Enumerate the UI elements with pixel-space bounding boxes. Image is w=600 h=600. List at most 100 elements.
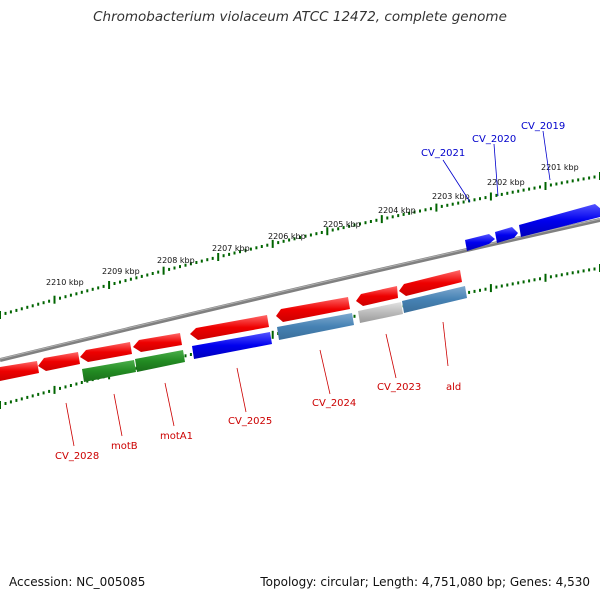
major-tick	[0, 311, 1, 319]
minor-tick	[359, 222, 361, 226]
gene-cv2023-arrow[interactable]	[356, 286, 398, 306]
minor-tick	[255, 246, 258, 250]
gene-label-cv2025[interactable]: CV_2025	[228, 416, 272, 427]
gene-motB-green[interactable]	[82, 360, 136, 382]
minor-tick	[402, 212, 405, 216]
gene-cv2019-arrow[interactable]	[519, 204, 600, 237]
minor-tick	[353, 314, 356, 318]
minor-tick	[309, 233, 312, 237]
minor-tick	[75, 292, 78, 296]
minor-tick	[244, 248, 247, 252]
minor-tick	[15, 398, 18, 402]
minor-tick	[549, 183, 552, 187]
scale-label-2204: 2204 kbp	[378, 206, 416, 215]
gene-label-motB[interactable]: motB	[111, 441, 138, 452]
minor-tick	[364, 221, 367, 225]
gene-label-cv2020[interactable]: CV_2020	[472, 134, 516, 145]
leader-cv2019	[542, 130, 551, 181]
scale-label-2205: 2205 kbp	[323, 220, 361, 229]
minor-tick	[31, 394, 34, 398]
minor-tick	[206, 258, 209, 262]
minor-tick	[560, 181, 563, 185]
minor-tick	[37, 302, 40, 306]
minor-tick	[124, 279, 127, 283]
gene-motA1-green[interactable]	[135, 350, 185, 372]
minor-tick	[495, 285, 498, 289]
minor-tick	[582, 177, 585, 181]
major-tick	[544, 273, 547, 282]
minor-tick	[320, 231, 323, 234]
minor-tick	[315, 232, 318, 236]
minor-tick	[222, 254, 225, 258]
minor-tick	[495, 193, 498, 197]
gene-label-cv2023[interactable]: CV_2023	[377, 382, 421, 393]
minor-tick	[484, 287, 487, 291]
minor-tick	[375, 218, 378, 222]
minor-tick	[528, 279, 531, 283]
minor-tick	[566, 180, 569, 184]
leader-cv2023	[385, 333, 397, 379]
minor-tick	[555, 274, 558, 278]
minor-tick	[522, 280, 525, 284]
gene-ald-steel[interactable]	[402, 286, 467, 313]
minor-tick	[457, 201, 460, 205]
gene-cv2028-red-arrow-b[interactable]	[0, 361, 39, 381]
gene-cv2021-arrow[interactable]	[465, 234, 495, 251]
gene-cv2025-red-arrow[interactable]	[190, 315, 269, 340]
minor-tick	[353, 223, 356, 227]
leader-cv2028	[65, 402, 75, 447]
minor-tick	[511, 190, 514, 194]
genome-backbone	[0, 218, 600, 362]
gene-cv2025-blue[interactable]	[192, 332, 272, 359]
gene-cv2020-arrow[interactable]	[495, 227, 518, 243]
gene-cv2024-arrow[interactable]	[276, 297, 350, 322]
minor-tick	[473, 198, 476, 202]
minor-tick	[293, 237, 296, 241]
minor-tick	[211, 256, 214, 260]
scale-label-2201: 2201 kbp	[541, 163, 579, 172]
gene-cv2024-steel[interactable]	[277, 313, 354, 340]
gene-label-motA1[interactable]: motA1	[160, 431, 193, 442]
leader-motA1	[164, 382, 175, 427]
minor-tick	[20, 397, 23, 401]
minor-tick	[473, 289, 476, 293]
major-tick	[271, 330, 274, 339]
minor-tick	[4, 311, 7, 315]
minor-tick	[86, 289, 89, 293]
minor-tick	[48, 299, 51, 303]
minor-tick	[348, 224, 351, 228]
leader-ald	[442, 321, 449, 367]
gene-motB-red-arrow[interactable]	[80, 342, 132, 362]
leader-motB	[113, 393, 123, 437]
gene-label-cv2019[interactable]: CV_2019	[521, 121, 565, 132]
minor-tick	[42, 301, 45, 305]
minor-tick	[64, 295, 67, 299]
gene-label-cv2028[interactable]: CV_2028	[55, 451, 99, 462]
gene-ald-arrow[interactable]	[399, 270, 462, 296]
gene-label-ald[interactable]: ald	[446, 382, 461, 393]
minor-tick	[549, 275, 552, 279]
minor-tick	[517, 189, 520, 193]
gene-cv2028-red-arrow-a[interactable]	[38, 352, 80, 371]
minor-tick	[277, 241, 280, 245]
gene-cv2023-grey[interactable]	[358, 302, 403, 323]
gene-motA1-red-arrow[interactable]	[133, 333, 182, 352]
gene-label-cv2024[interactable]: CV_2024	[312, 398, 356, 409]
minor-tick	[146, 273, 149, 277]
minor-tick	[539, 185, 541, 189]
minor-tick	[64, 385, 67, 389]
minor-tick	[429, 207, 432, 211]
gene-label-cv2021[interactable]: CV_2021	[421, 148, 465, 159]
minor-tick	[15, 308, 18, 312]
minor-tick	[9, 400, 12, 404]
minor-tick	[200, 259, 203, 263]
minor-tick	[195, 261, 198, 264]
topology-text: Topology: circular; Length: 4,751,080 bp…	[260, 575, 590, 589]
outer-tick-track	[0, 172, 600, 319]
major-tick	[380, 215, 383, 224]
minor-tick	[75, 382, 78, 386]
leader-cv2020	[493, 143, 499, 197]
minor-tick	[522, 188, 525, 192]
minor-tick	[451, 202, 454, 206]
